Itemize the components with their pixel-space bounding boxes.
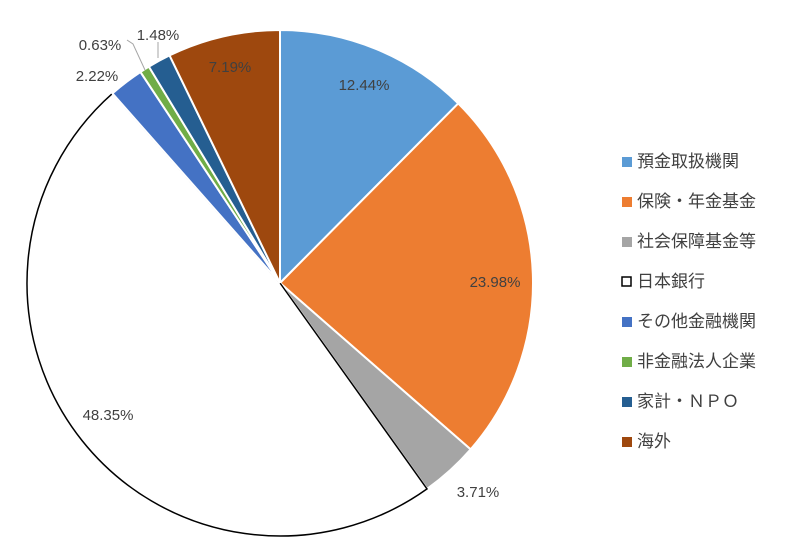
- pie-slice-8: [168, 28, 281, 284]
- legend-label-7: 家計・ＮＰＯ: [637, 392, 739, 412]
- legend-swatch-6: [622, 357, 632, 367]
- data-label-1: 12.44%: [339, 77, 390, 94]
- data-label-6: 0.63%: [79, 37, 122, 54]
- data-label-4: 48.35%: [83, 407, 134, 424]
- data-label-3: 3.71%: [457, 484, 500, 501]
- leader-line-6: [126, 39, 146, 71]
- legend-label-8: 海外: [637, 432, 671, 452]
- legend-label-5: その他金融機関: [637, 312, 756, 332]
- legend-swatch-7: [622, 397, 632, 407]
- data-label-8: 7.19%: [209, 59, 252, 76]
- legend-swatch-3: [622, 237, 632, 247]
- legend-swatch-4: [621, 276, 632, 287]
- legend-label-1: 預金取扱機関: [637, 152, 739, 172]
- legend-label-4: 日本銀行: [637, 272, 705, 292]
- data-labels: 12.44% 23.98% 3.71% 48.35% 2.22% 0.63% 1.48% 7.…: [76, 27, 521, 501]
- data-label-7: 1.48%: [137, 27, 180, 44]
- legend-label-6: 非金融法人企業: [637, 352, 756, 372]
- leader-lines: [126, 39, 159, 71]
- data-label-2: 23.98%: [470, 274, 521, 291]
- legend-swatch-5: [622, 317, 632, 327]
- pie-slice-1: [279, 28, 460, 286]
- legend: 預金取扱機関保険・年金基金社会保障基金等日本銀行その他金融機関非金融法人企業家計…: [621, 152, 756, 452]
- legend-swatch-2: [622, 197, 632, 207]
- pie-slice-2: [278, 102, 534, 451]
- legend-swatch-1: [622, 157, 632, 167]
- data-label-5: 2.22%: [76, 68, 119, 85]
- legend-label-2: 保険・年金基金: [637, 192, 756, 212]
- legend-swatch-8: [622, 437, 632, 447]
- pie-slices: [26, 28, 534, 537]
- pie-slice-4: [26, 92, 429, 537]
- legend-label-3: 社会保障基金等: [637, 232, 756, 252]
